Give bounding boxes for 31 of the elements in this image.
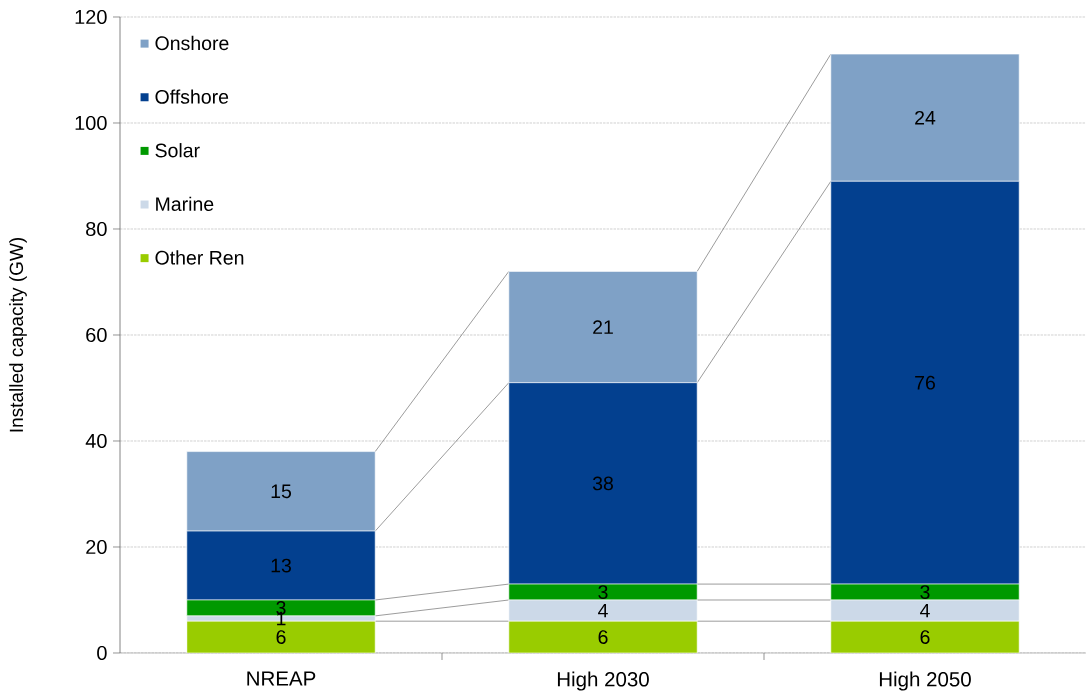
data-label: 6 [920,630,930,644]
y-tick-label: 120 [75,9,107,25]
data-label: 15 [271,484,292,499]
data-label: 6 [598,630,608,644]
x-tick-label: High 2050 [879,671,971,691]
data-label: 3 [920,585,930,599]
data-label: 38 [592,476,613,491]
bar [830,620,1020,653]
data-label: 4 [920,603,930,618]
data-label: 3 [598,585,608,599]
legend-label: Onshore [155,35,229,51]
data-label: 13 [271,558,291,573]
data-label: 76 [915,375,935,390]
y-tick-label: 0 [97,645,107,661]
x-tick-label: High 2030 [557,671,649,691]
y-tick-label: 60 [86,327,107,343]
y-tick-label: 40 [85,433,107,449]
y-tick-label: 80 [86,221,107,237]
data-label: 4 [598,603,608,618]
legend-label: Other Ren [155,250,244,265]
y-axis-title: Installed capacity (GW) [9,238,27,432]
data-label: 24 [915,110,936,125]
data-label: 21 [593,320,613,334]
data-label: 6 [276,630,286,644]
legend-label: Solar [155,143,200,158]
legend-label: Marine [156,196,214,212]
y-tick-label: 20 [86,539,107,555]
y-tick-label: 100 [75,115,107,131]
legend-label: Offshore [155,89,229,104]
x-tick-label: NREAP [247,671,316,686]
bar [508,620,698,653]
